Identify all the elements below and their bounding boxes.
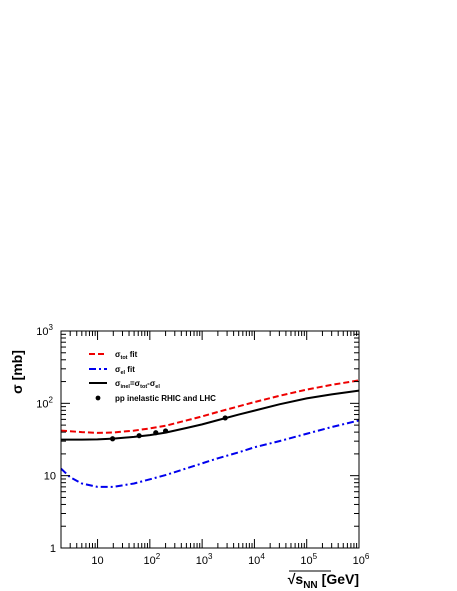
series-line-0 bbox=[60, 379, 360, 434]
points-layer bbox=[109, 415, 228, 442]
tick-label: 103 bbox=[36, 323, 53, 338]
x-axis-title-sub: NN bbox=[303, 580, 317, 591]
tick-label: 102 bbox=[36, 395, 53, 410]
x-axis-title-main: s bbox=[295, 571, 303, 587]
series-layer bbox=[60, 379, 360, 488]
tick-label: 10 bbox=[44, 471, 56, 483]
tick-label: 106 bbox=[353, 552, 370, 567]
tick-label: 1 bbox=[50, 543, 56, 555]
tick-labels: 10 102 103 104 105 106 1 10 102 103 bbox=[36, 323, 370, 567]
ticks-layer bbox=[60, 330, 360, 549]
tick-label: 103 bbox=[196, 552, 213, 567]
data-point bbox=[162, 428, 169, 434]
series-line-1 bbox=[60, 419, 360, 488]
tick-label: 10 bbox=[91, 555, 103, 567]
data-point bbox=[136, 433, 142, 439]
legend-label-0: σtot fit bbox=[115, 350, 138, 361]
data-point bbox=[109, 436, 116, 442]
legend-label-2: σinel=σtot-σel bbox=[115, 379, 160, 390]
x-axis-title-unit: [GeV] bbox=[322, 571, 359, 587]
series-line-2 bbox=[61, 389, 360, 441]
tick-label: 104 bbox=[248, 552, 265, 567]
tick-label: 102 bbox=[143, 552, 160, 567]
data-point bbox=[153, 430, 159, 436]
data-point bbox=[222, 415, 228, 421]
legend: σtot fit σel fit σinel=σtot-σel pp inelasti… bbox=[89, 350, 216, 403]
y-axis-title: σ [mb] bbox=[9, 350, 25, 394]
legend-label-1: σel fit bbox=[115, 365, 135, 376]
legend-marker-points bbox=[95, 395, 101, 401]
tick-label: 105 bbox=[300, 552, 317, 567]
plot-frame bbox=[60, 330, 360, 549]
x-axis-title: √sNN [GeV] bbox=[288, 571, 359, 591]
sqrt-symbol: √ bbox=[288, 571, 296, 587]
legend-label-points: pp inelastic RHIC and LHC bbox=[115, 394, 216, 403]
